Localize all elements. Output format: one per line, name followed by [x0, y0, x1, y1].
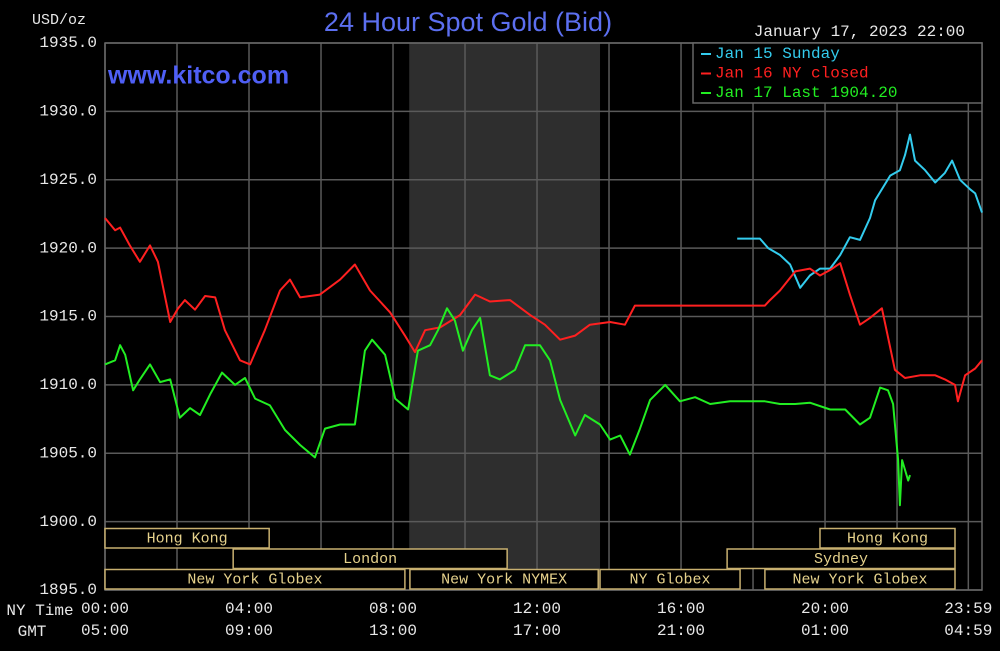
plot-frame	[104, 42, 983, 591]
x2-tick-label: 21:00	[657, 622, 705, 640]
session-box	[764, 568, 956, 590]
chart-title: 24 Hour Spot Gold (Bid)	[324, 7, 612, 37]
session-label: London	[343, 551, 397, 568]
y-tick-label: 1910.0	[39, 376, 97, 394]
series-line	[737, 133, 983, 289]
plot-background	[104, 42, 983, 591]
session-box	[726, 548, 956, 570]
session-label: New York Globex	[187, 572, 322, 589]
session-box	[599, 568, 741, 590]
y-unit: USD/oz	[32, 12, 86, 29]
session-label: Hong Kong	[147, 531, 228, 548]
x-tick-label: 08:00	[369, 600, 417, 618]
session-label: Hong Kong	[847, 531, 928, 548]
x2-tick-label: 17:00	[513, 622, 561, 640]
series-line	[104, 307, 911, 507]
x-axis-label: NY Time	[6, 602, 73, 620]
x-tick-label: 23:59	[944, 600, 992, 618]
watermark: www.kitco.com	[107, 62, 289, 90]
session-label: NY Globex	[630, 572, 711, 589]
x2-tick-label: 05:00	[81, 622, 129, 640]
series-line	[104, 217, 983, 403]
session-box	[409, 568, 599, 590]
y-tick-label: 1925.0	[39, 171, 97, 189]
y-tick-label: 1895.0	[39, 581, 97, 599]
x-tick-label: 00:00	[81, 600, 129, 618]
session-label: Sydney	[814, 551, 868, 568]
x2-tick-label: 04:59	[944, 622, 992, 640]
legend-label: Jan 15 Sunday	[715, 45, 840, 63]
y-tick-label: 1905.0	[39, 444, 97, 462]
session-box	[232, 548, 508, 570]
y-tick-label: 1900.0	[39, 513, 97, 531]
x-tick-label: 20:00	[801, 600, 849, 618]
x2-axis-label: GMT	[18, 623, 47, 641]
x2-tick-label: 13:00	[369, 622, 417, 640]
session-label: New York NYMEX	[441, 572, 567, 589]
x2-tick-label: 09:00	[225, 622, 273, 640]
session-box	[104, 527, 270, 549]
session-label: New York Globex	[792, 572, 927, 589]
session-box	[104, 568, 406, 590]
session-box	[819, 527, 956, 549]
legend-label: Jan 16 NY closed	[715, 65, 869, 83]
x-tick-label: 16:00	[657, 600, 705, 618]
y-tick-label: 1920.0	[39, 239, 97, 257]
x2-tick-label: 01:00	[801, 622, 849, 640]
legend-label: Jan 17 Last 1904.20	[715, 84, 897, 102]
y-tick-label: 1930.0	[39, 103, 97, 121]
y-tick-label: 1915.0	[39, 308, 97, 326]
x-tick-label: 12:00	[513, 600, 561, 618]
y-tick-label: 1935.0	[39, 34, 97, 52]
x-tick-label: 04:00	[225, 600, 273, 618]
timestamp: January 17, 2023 22:00	[754, 23, 965, 41]
legend-box	[692, 42, 983, 104]
